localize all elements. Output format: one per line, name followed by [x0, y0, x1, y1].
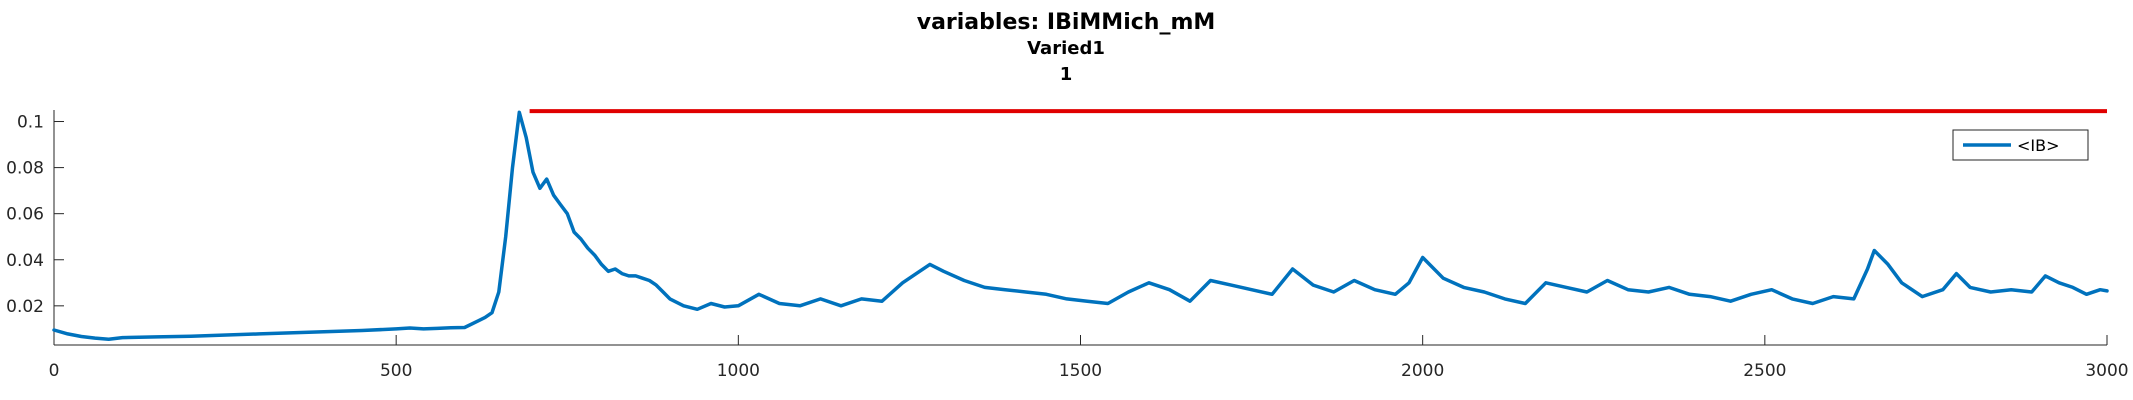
series-line-ib — [52, 110, 2109, 341]
plot-area — [52, 109, 2109, 341]
x-tick-label: 1500 — [1059, 361, 1102, 381]
x-tick-label: 2000 — [1401, 361, 1444, 381]
y-tick-label: 0.02 — [6, 297, 44, 317]
x-tick-label: 500 — [380, 361, 412, 381]
y-tick-label: 0.08 — [6, 159, 44, 179]
chart-subtitle: Varied1 — [1027, 38, 1105, 59]
y-tick-label: 0.1 — [17, 113, 44, 133]
x-tick-label: 3000 — [2085, 361, 2128, 381]
legend: <IB> — [1952, 129, 2089, 161]
chart-subtitle-2: 1 — [1060, 64, 1073, 85]
legend-label: <IB> — [2017, 136, 2060, 155]
axes: 0 500 1000 1500 2000 2500 3000 0.02 0.04 0.06 0.08… — [6, 110, 2129, 381]
x-tick-label: 1000 — [717, 361, 760, 381]
x-tick-label: 2500 — [1743, 361, 1786, 381]
x-tick-label: 0 — [49, 361, 60, 381]
y-tick-label: 0.06 — [6, 205, 44, 225]
y-tick-label: 0.04 — [6, 251, 44, 271]
chart-title: variables: IBiMMich_mM — [917, 10, 1216, 35]
